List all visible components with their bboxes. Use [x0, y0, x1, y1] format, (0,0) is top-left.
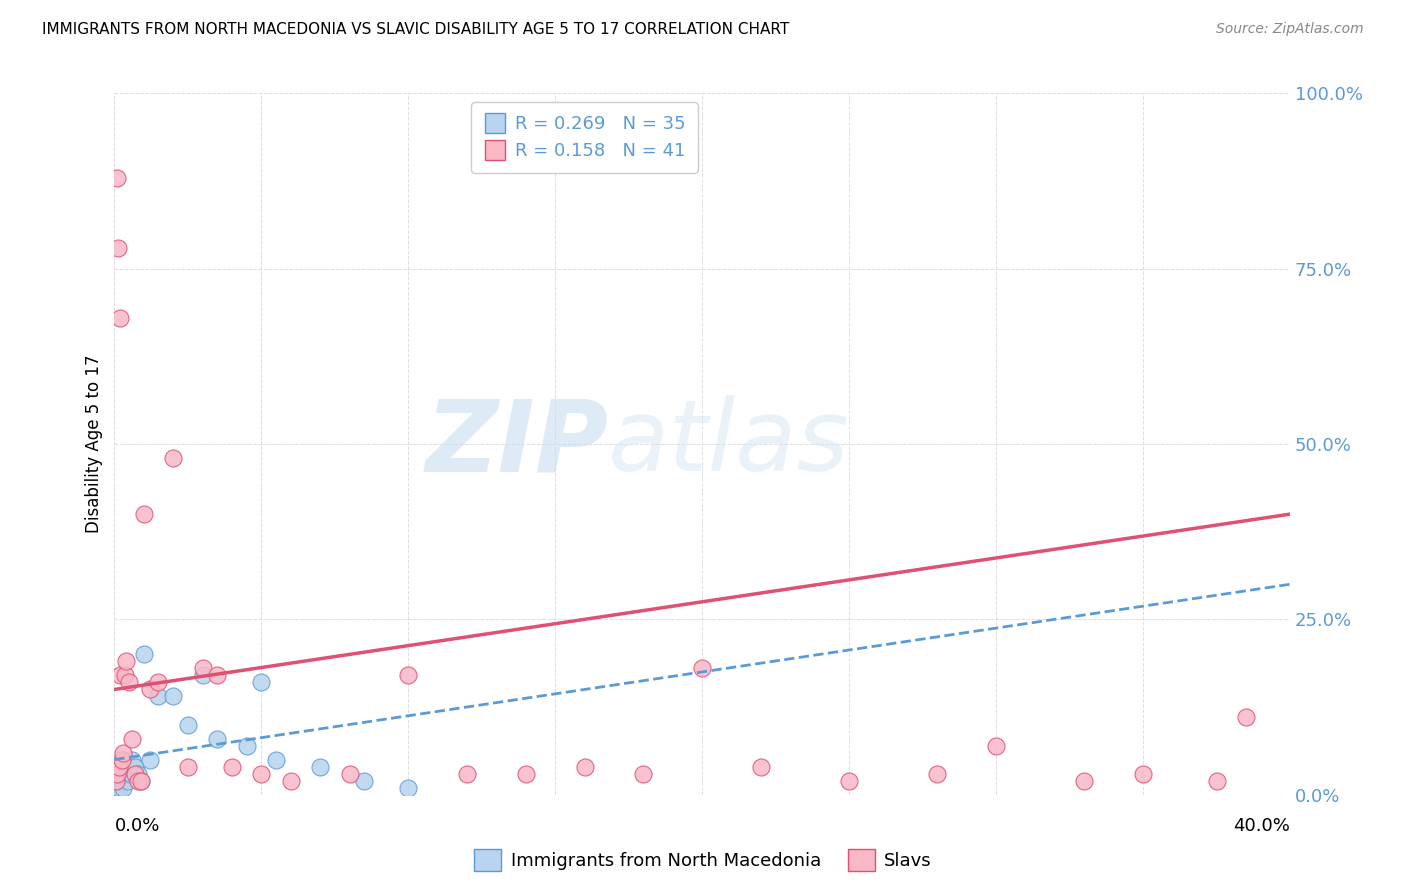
Point — [114, 668, 136, 682]
Point — [132, 648, 155, 662]
Point — [1132, 766, 1154, 780]
Point — [112, 746, 135, 760]
Point — [114, 759, 136, 773]
Point — [105, 766, 128, 780]
Point — [111, 753, 134, 767]
Point — [132, 507, 155, 521]
Point — [177, 717, 200, 731]
Text: IMMIGRANTS FROM NORTH MACEDONIA VS SLAVIC DISABILITY AGE 5 TO 17 CORRELATION CHA: IMMIGRANTS FROM NORTH MACEDONIA VS SLAVI… — [42, 22, 789, 37]
Point — [633, 766, 655, 780]
Point — [121, 753, 143, 767]
Point — [107, 773, 129, 788]
Point — [456, 766, 478, 780]
Point — [162, 690, 184, 704]
Point — [110, 759, 132, 773]
Point — [138, 753, 160, 767]
Point — [191, 668, 214, 682]
Point — [1205, 773, 1227, 788]
Point — [148, 690, 170, 704]
Point — [339, 766, 361, 780]
Point — [110, 668, 132, 682]
Point — [118, 759, 141, 773]
Point — [1073, 773, 1095, 788]
Point — [124, 766, 146, 780]
Point — [984, 739, 1007, 753]
Point — [207, 731, 229, 746]
Point — [148, 675, 170, 690]
Point — [108, 773, 131, 788]
Point — [111, 773, 134, 788]
Point — [574, 759, 596, 773]
Point — [191, 661, 214, 675]
Point — [129, 773, 152, 788]
Point — [104, 773, 127, 788]
Point — [396, 780, 419, 795]
Text: 40.0%: 40.0% — [1233, 817, 1291, 835]
Point — [105, 766, 128, 780]
Point — [250, 675, 273, 690]
Point — [115, 654, 138, 668]
Point — [250, 766, 273, 780]
Point — [838, 773, 860, 788]
Point — [108, 766, 131, 780]
Point — [112, 753, 135, 767]
Point — [108, 310, 131, 325]
Point — [111, 780, 134, 795]
Point — [177, 759, 200, 773]
Point — [112, 766, 135, 780]
Point — [138, 682, 160, 697]
Point — [515, 766, 537, 780]
Y-axis label: Disability Age 5 to 17: Disability Age 5 to 17 — [86, 355, 103, 533]
Point — [129, 773, 152, 788]
Point — [105, 170, 128, 185]
Point — [264, 753, 287, 767]
Text: ZIP: ZIP — [425, 395, 609, 492]
Point — [115, 766, 138, 780]
Legend: R = 0.269   N = 35, R = 0.158   N = 41: R = 0.269 N = 35, R = 0.158 N = 41 — [471, 103, 697, 173]
Point — [110, 766, 132, 780]
Point — [124, 759, 146, 773]
Point — [107, 241, 129, 255]
Point — [118, 675, 141, 690]
Point — [353, 773, 375, 788]
Point — [309, 759, 332, 773]
Point — [117, 773, 139, 788]
Text: 0.0%: 0.0% — [114, 817, 160, 835]
Point — [221, 759, 243, 773]
Legend: Immigrants from North Macedonia, Slavs: Immigrants from North Macedonia, Slavs — [467, 842, 939, 879]
Point — [120, 766, 142, 780]
Point — [927, 766, 949, 780]
Text: atlas: atlas — [609, 395, 849, 492]
Point — [1234, 710, 1257, 724]
Point — [396, 668, 419, 682]
Point — [690, 661, 713, 675]
Point — [127, 773, 149, 788]
Point — [280, 773, 302, 788]
Point — [207, 668, 229, 682]
Point — [108, 759, 131, 773]
Point — [104, 773, 127, 788]
Point — [749, 759, 772, 773]
Point — [235, 739, 257, 753]
Point — [121, 731, 143, 746]
Point — [162, 450, 184, 465]
Point — [107, 780, 129, 795]
Text: Source: ZipAtlas.com: Source: ZipAtlas.com — [1216, 22, 1364, 37]
Point — [127, 766, 149, 780]
Point — [105, 780, 128, 795]
